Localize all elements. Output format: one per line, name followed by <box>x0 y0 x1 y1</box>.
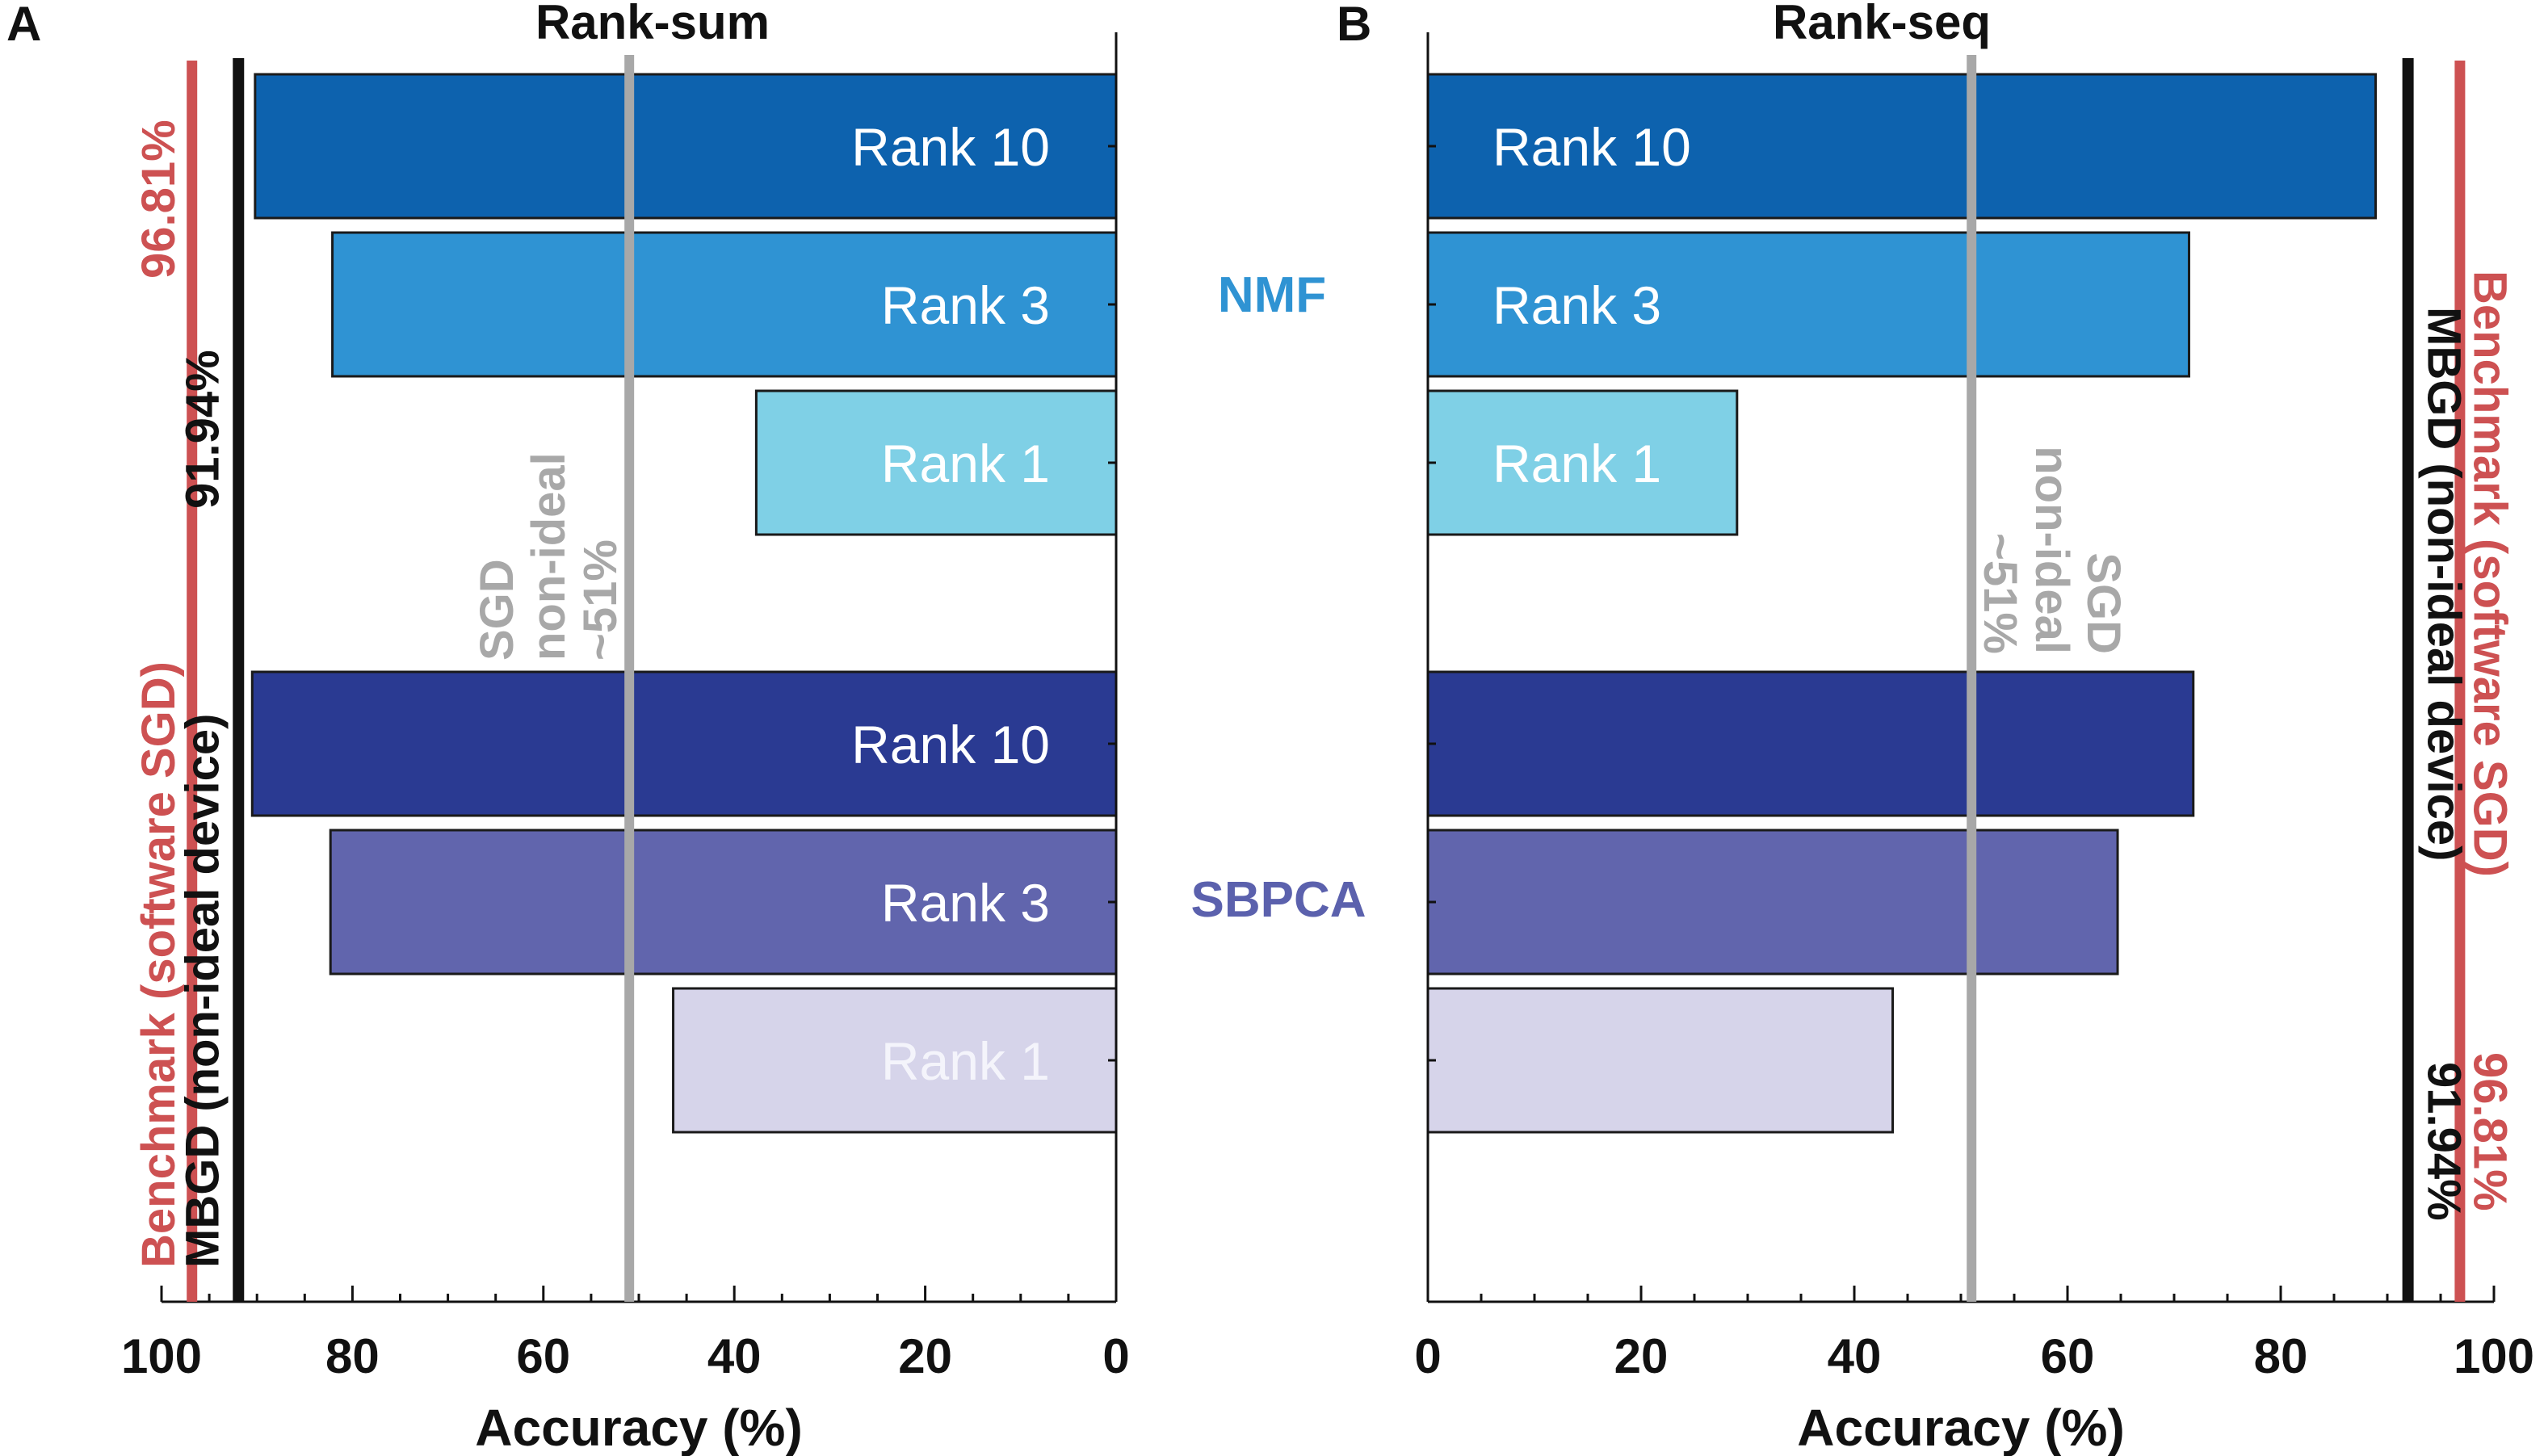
bar <box>754 389 1118 536</box>
bar <box>1426 231 2190 378</box>
mbgd-value: 91.94% <box>2417 1062 2470 1221</box>
bar-label: Rank 3 <box>881 275 1050 335</box>
panel-title: Rank-seq <box>1773 0 1991 49</box>
benchmark-label: Benchmark (software SGD) <box>132 661 185 1268</box>
mbgd-label-group: MBGD (non-ideal device) <box>177 714 229 1268</box>
mbgd-label: MBGD (non-ideal device) <box>2417 307 2470 861</box>
x-tick-label: 80 <box>325 1329 380 1383</box>
sgd-label: SGD <box>2077 552 2130 654</box>
x-tick-label: 0 <box>1102 1329 1129 1383</box>
benchmark-label-group: Benchmark (software SGD) <box>132 661 185 1268</box>
bar <box>672 987 1118 1134</box>
sgd-label: ~51% <box>1974 533 2026 654</box>
x-tick-label: 40 <box>1828 1329 1882 1383</box>
panel-title: Rank-sum <box>535 0 770 49</box>
sgd-label: SGD <box>471 559 523 661</box>
x-tick-label: 100 <box>121 1329 202 1383</box>
bar <box>250 670 1118 817</box>
bar <box>329 829 1118 976</box>
mbgd-value-group: 91.94% <box>2417 1062 2470 1221</box>
x-tick-label: 20 <box>1614 1329 1669 1383</box>
mbgd-value: 91.94% <box>177 350 229 509</box>
bar <box>1426 670 2195 817</box>
x-tick-label: 80 <box>2254 1329 2308 1383</box>
x-axis-label: Accuracy (%) <box>475 1399 803 1456</box>
x-tick-label: 60 <box>2041 1329 2095 1383</box>
benchmark-value: 96.81% <box>132 120 185 279</box>
bar-label: Rank 3 <box>1492 275 1661 335</box>
x-tick-label: 100 <box>2454 1329 2534 1383</box>
bar-label: Rank 3 <box>881 873 1050 933</box>
mbgd-label: MBGD (non-ideal device) <box>177 714 229 1268</box>
x-axis-label: Accuracy (%) <box>1797 1399 2125 1456</box>
bar <box>254 73 1118 220</box>
benchmark-label: Benchmark (software SGD) <box>2464 271 2517 877</box>
bar <box>1426 73 2377 220</box>
sgd-label: non-ideal <box>523 452 575 661</box>
panel-letter: A <box>6 0 41 51</box>
bar <box>1426 987 1895 1134</box>
panel-letter: B <box>1337 0 1371 51</box>
mbgd-value-group: 91.94% <box>177 350 229 509</box>
bar-label: Rank 10 <box>1492 117 1691 177</box>
x-tick-label: 20 <box>898 1329 952 1383</box>
group-labels: NMF SBPCA <box>1190 267 1366 928</box>
sgd-label: ~51% <box>574 539 627 661</box>
benchmark-value: 96.81% <box>2464 1052 2517 1211</box>
bar-label: Rank 10 <box>851 117 1050 177</box>
mbgd-label-group: MBGD (non-ideal device) <box>2417 307 2470 861</box>
group-label-sbpca: SBPCA <box>1190 872 1366 928</box>
x-tick-label: 40 <box>707 1329 762 1383</box>
bar <box>1426 389 1739 536</box>
bar-label: Rank 1 <box>881 434 1050 493</box>
benchmark-value-group: 96.81% <box>132 120 185 279</box>
x-tick-label: 60 <box>516 1329 570 1383</box>
bar-label: Rank 1 <box>1492 434 1661 493</box>
sgd-label: non-ideal <box>2026 446 2078 654</box>
bar-label: Rank 1 <box>881 1031 1050 1091</box>
benchmark-label-group: Benchmark (software SGD) <box>2464 271 2517 877</box>
bar-label: Rank 10 <box>851 715 1050 774</box>
group-label-nmf: NMF <box>1218 267 1326 323</box>
x-tick-label: 0 <box>1414 1329 1441 1383</box>
bar <box>1426 829 2119 976</box>
bar <box>331 231 1118 378</box>
benchmark-value-group: 96.81% <box>2464 1052 2517 1211</box>
